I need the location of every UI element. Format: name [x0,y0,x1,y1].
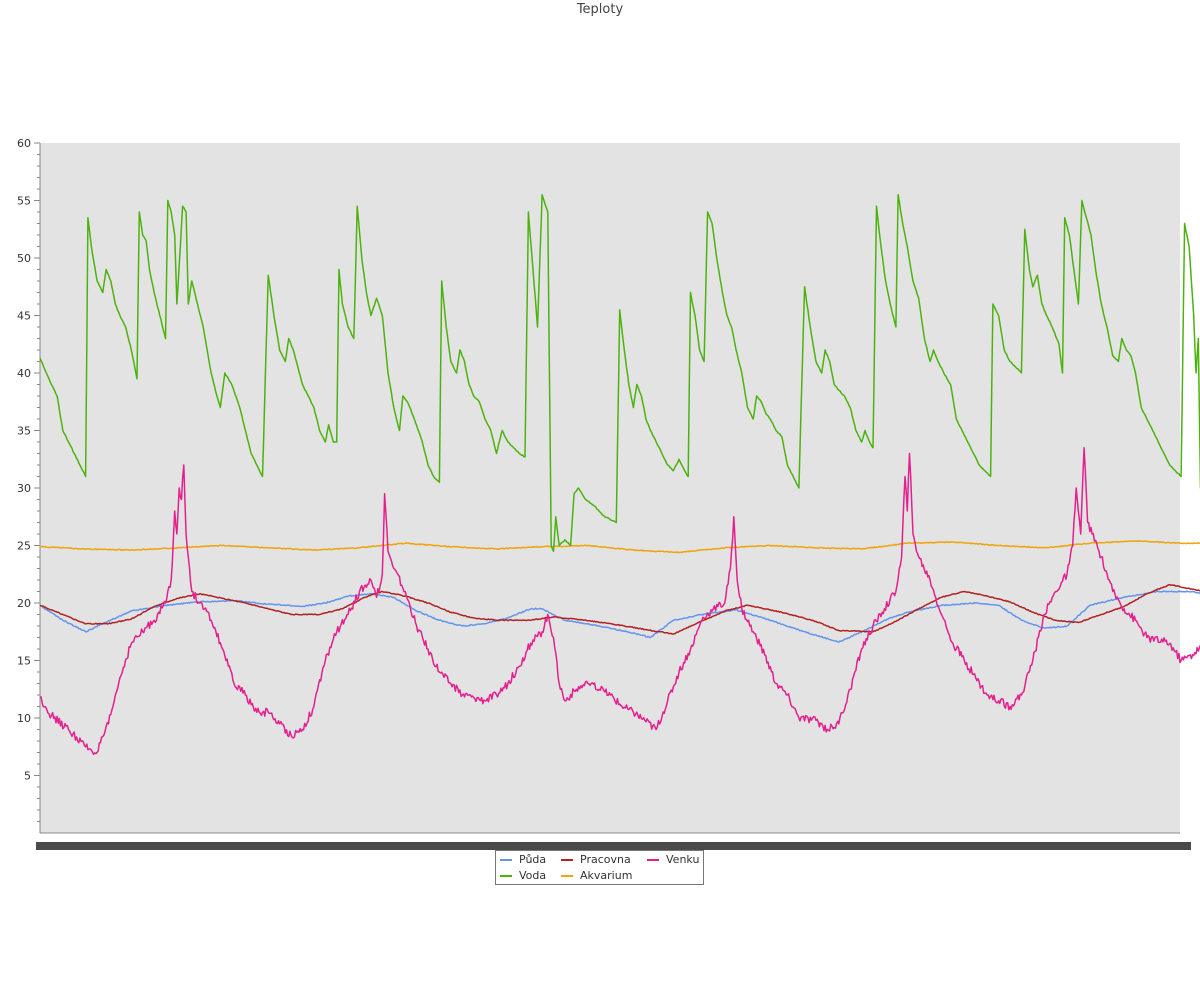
y-tick-label: 15 [17,655,31,668]
series-lines [39,194,1200,756]
y-tick-label: 10 [17,712,31,725]
legend-label: Pracovna [580,853,631,866]
legend-swatch [647,859,659,861]
y-tick-label: 5 [24,770,31,783]
series-line-pda [39,590,1200,643]
y-tick-label: 40 [17,367,31,380]
legend-label: Půda [519,853,547,866]
legend-swatch [500,875,512,877]
legend-label: Akvarium [580,869,633,882]
x-axis-tick-band [36,842,1191,850]
legend-item: Voda [500,869,546,883]
y-tick-label: 30 [17,482,31,495]
y-tick-label: 35 [17,425,31,438]
y-tick-label: 50 [17,252,31,265]
legend-label: Venku [666,853,700,866]
y-tick-label: 60 [17,137,31,150]
y-tick-label: 20 [17,597,31,610]
series-line-akvarium [39,539,1200,554]
legend-swatch [500,859,512,861]
legend-item: Akvarium [561,869,632,883]
chart-legend: Půda Pracovna Venku Voda Akvarium [495,850,704,885]
plot-area [40,143,1180,833]
legend-swatch [561,859,573,861]
legend-item: Venku [647,853,699,867]
chart-title: Teploty [576,2,624,17]
y-tick-label: 45 [17,310,31,323]
series-line-venku [39,447,1200,756]
legend-swatch [561,875,573,877]
y-tick-label: 25 [17,540,31,553]
y-axis-ticks: 5 10 15 20 25 30 35 40 45 50 55 60 [17,137,40,822]
legend-label: Voda [519,869,547,882]
series-line-voda [39,194,1200,553]
legend-item: Pracovna [561,853,631,867]
legend-item: Půda [500,853,546,867]
y-tick-label: 55 [17,195,31,208]
